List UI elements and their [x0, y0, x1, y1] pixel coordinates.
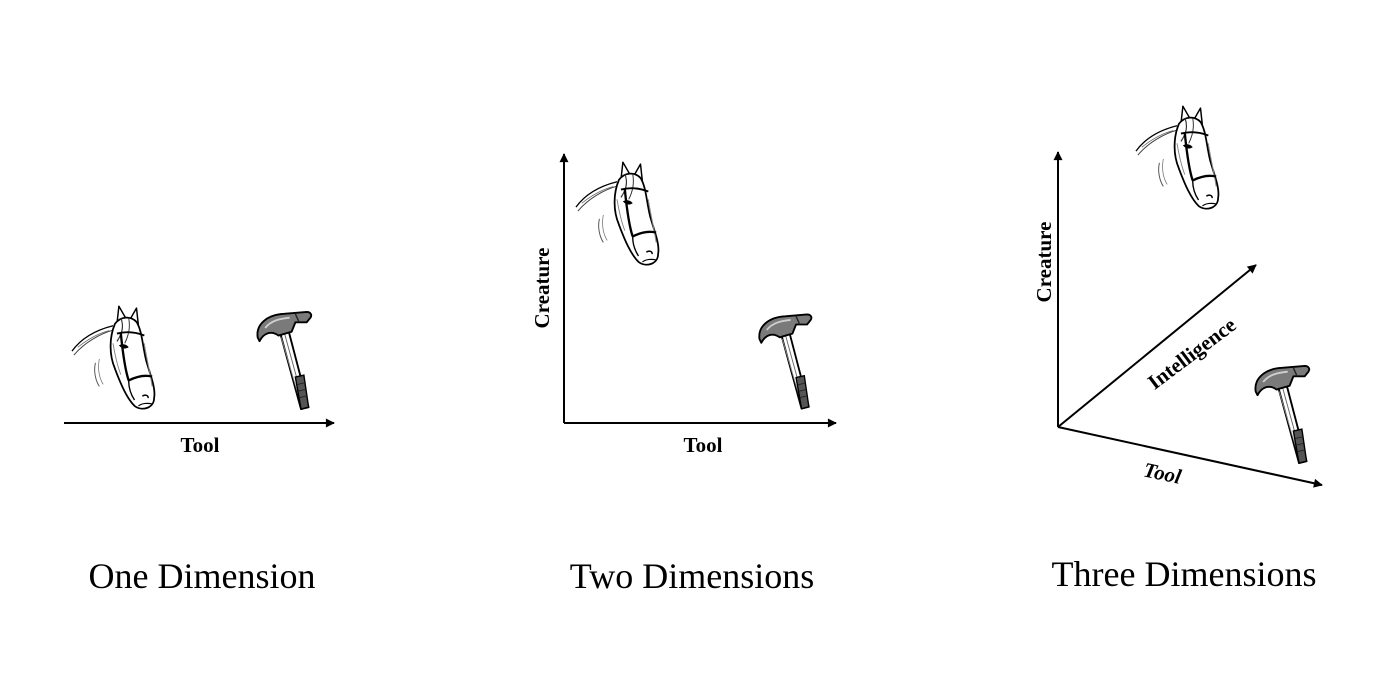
hammer-icon [1254, 364, 1311, 465]
panel-caption: Three Dimensions [1052, 554, 1317, 594]
hammer-icon [758, 313, 813, 410]
panel-one-dimension: Tool One Dimension [64, 304, 335, 596]
tool-axis-label: Tool [181, 433, 220, 457]
tool-axis-label: Tool [1142, 457, 1184, 488]
tool-axis-label: Tool [684, 433, 723, 457]
panel-three-dimensions: Creature Intelligence Tool Three Dimensi… [1032, 104, 1323, 594]
creature-axis-label: Creature [1032, 222, 1056, 303]
panel-caption: One Dimension [89, 556, 316, 596]
horse-head-icon [574, 160, 660, 266]
panel-two-dimensions: Tool Creature Two Dimensions [530, 153, 837, 596]
tool-axis-arrow [1057, 426, 1323, 488]
horse-head-icon [1134, 104, 1220, 210]
hammer-icon [256, 310, 313, 411]
creature-axis-label: Creature [530, 248, 554, 329]
horse-head-icon [70, 304, 156, 410]
intelligence-axis-arrow [1057, 264, 1257, 428]
intelligence-axis-label: Intelligence [1143, 313, 1240, 395]
panel-caption: Two Dimensions [570, 556, 814, 596]
